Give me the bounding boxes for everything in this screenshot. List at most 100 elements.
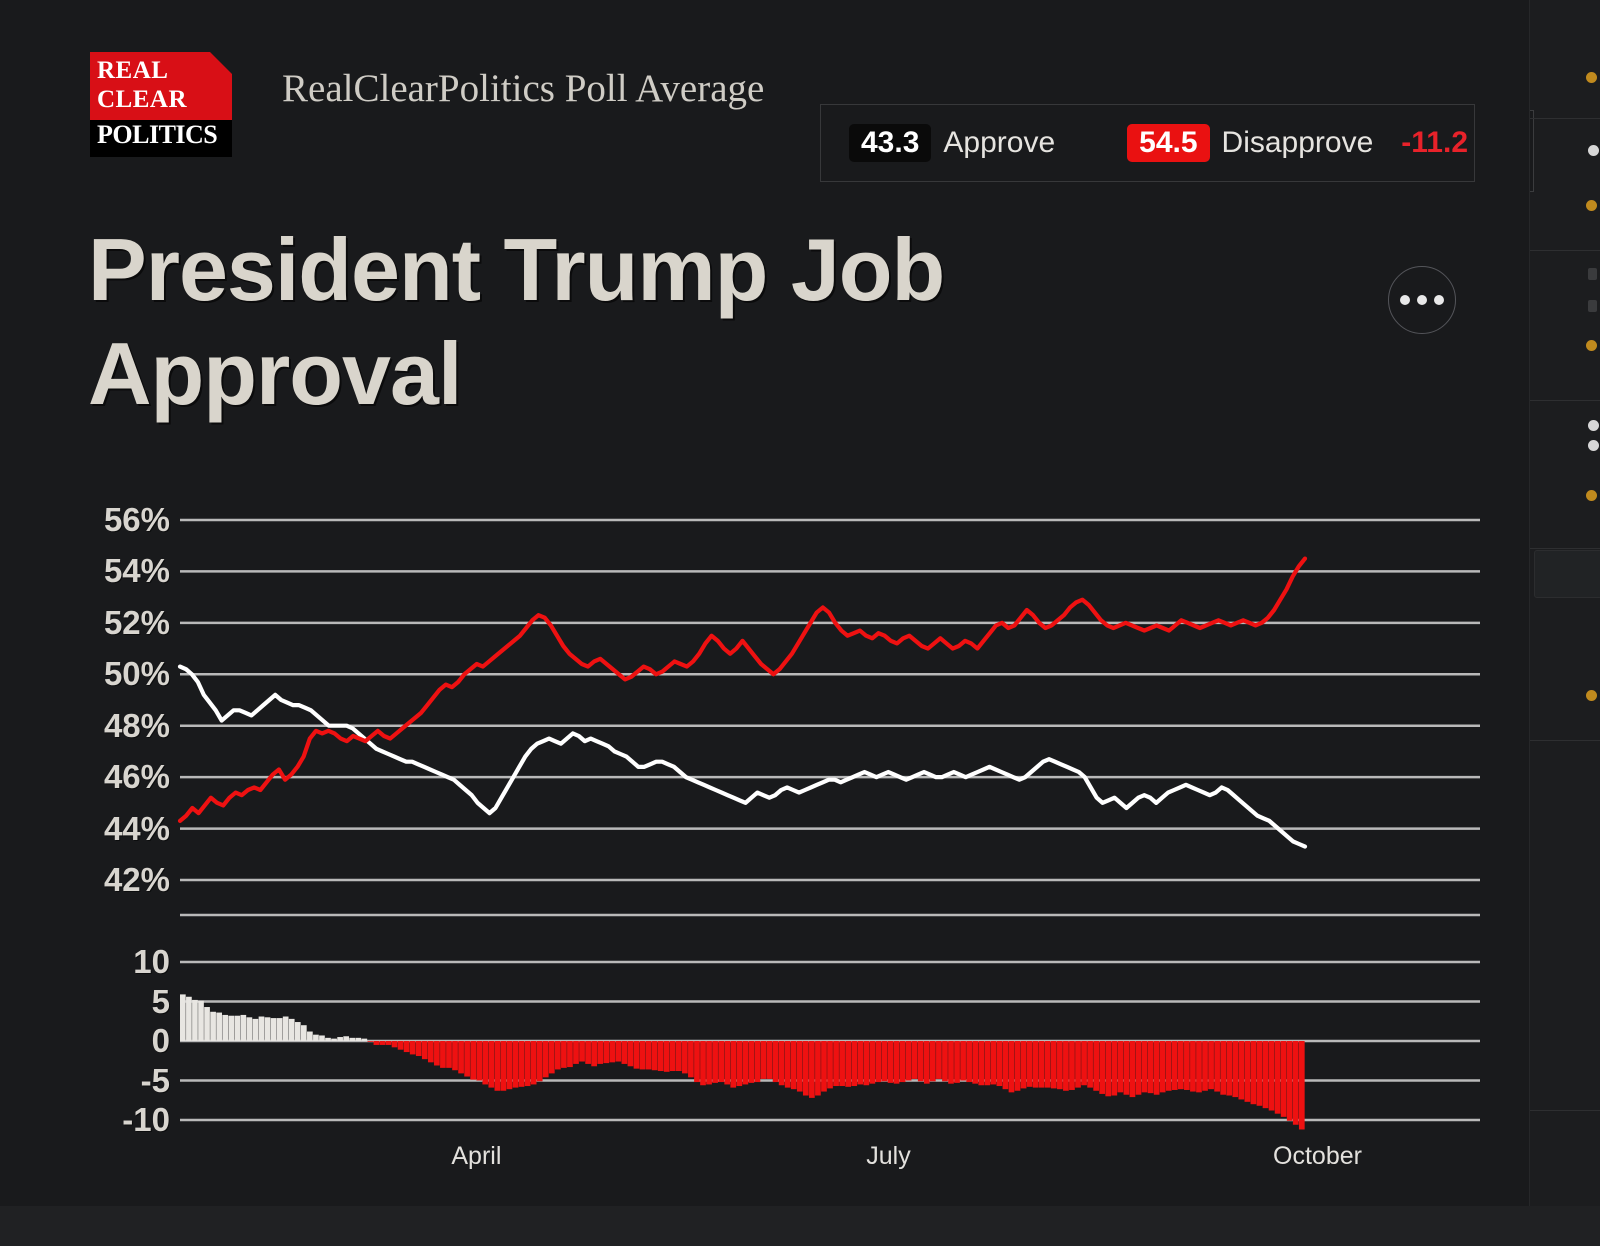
spread-bar (373, 1041, 380, 1045)
rail-avatar-dot[interactable] (1586, 340, 1597, 351)
spread-bar (1147, 1041, 1154, 1094)
spread-bar (1117, 1041, 1124, 1093)
spread-bar (718, 1041, 725, 1083)
spread-bar (730, 1041, 737, 1088)
spread-bar (688, 1041, 694, 1078)
spread-bar (700, 1041, 706, 1086)
y-tick-label-approval: 50% (103, 655, 170, 693)
spread-bar (936, 1041, 942, 1079)
spread-bar (1256, 1041, 1263, 1106)
spread-bar (694, 1041, 700, 1083)
realclearpolitics-logo: REAL CLEAR POLITICS (90, 52, 232, 157)
spread-bar (1250, 1041, 1257, 1105)
rail-divider (1530, 118, 1600, 119)
spread-bar (222, 1014, 229, 1041)
spread-bar (960, 1041, 966, 1081)
spread-bar (669, 1041, 676, 1072)
spread-bar (742, 1041, 749, 1085)
rail-avatar-dot[interactable] (1586, 200, 1597, 211)
rail-avatar-dot[interactable] (1586, 490, 1597, 501)
spread-bar (258, 1016, 265, 1041)
rail-divider (1530, 250, 1600, 251)
poll-summary-box: 43.3 Approve 54.5 Disapprove -11.2 (820, 104, 1475, 182)
more-options-button[interactable] (1388, 266, 1456, 334)
rail-chip-icon (1588, 268, 1597, 280)
spread-bar (1038, 1041, 1045, 1088)
brand-subtitle: RealClearPolitics Poll Average (282, 67, 765, 110)
rail-avatar-dot[interactable] (1588, 145, 1599, 156)
spread-bar (815, 1041, 821, 1096)
ellipsis-dot-icon (1434, 295, 1444, 305)
spread-bar (482, 1041, 489, 1085)
spread-bar (1202, 1041, 1208, 1091)
spread-bar (1002, 1041, 1009, 1090)
spread-bar (839, 1041, 845, 1087)
rail-avatar-dot[interactable] (1588, 420, 1599, 431)
spread-bar (984, 1041, 991, 1086)
spread-bar (1268, 1041, 1275, 1111)
spread-bar (349, 1037, 356, 1041)
spread-bar (869, 1041, 876, 1084)
spread-bar (343, 1036, 350, 1041)
spread-bar (954, 1041, 960, 1083)
spread-bar (1123, 1041, 1130, 1095)
spread-bar (313, 1034, 319, 1041)
spread-bar (609, 1041, 616, 1063)
spread-bar (337, 1037, 343, 1041)
spread-bar (512, 1041, 519, 1088)
spread-bar (452, 1041, 458, 1071)
spread-bar (216, 1012, 222, 1041)
spread-bar (367, 1041, 374, 1042)
spread-bar (180, 994, 186, 1041)
spread-bar (675, 1041, 682, 1072)
spread-bar (252, 1018, 259, 1041)
y-tick-label-spread: -10 (122, 1101, 170, 1138)
spread-bar (1032, 1041, 1039, 1088)
spread-bar (518, 1041, 525, 1087)
spread-bar (766, 1041, 773, 1079)
spread-bar (1014, 1041, 1021, 1091)
spread-bar (990, 1041, 997, 1085)
spread-bar (627, 1041, 634, 1067)
spread-bar (464, 1041, 470, 1077)
approve-value-badge: 43.3 (849, 124, 932, 162)
spread-bar (1184, 1041, 1190, 1090)
spread-bar (1008, 1041, 1015, 1093)
spread-bar (851, 1041, 858, 1087)
spread-bar (1171, 1041, 1178, 1090)
spread-bar (1262, 1041, 1269, 1109)
spread-bar (1111, 1041, 1118, 1096)
spread-bar (536, 1041, 543, 1082)
spread-bar (415, 1041, 422, 1057)
spread-bar (325, 1037, 331, 1041)
spread-bar (651, 1041, 658, 1071)
spread-bar (887, 1041, 894, 1083)
y-tick-label-approval: 56% (103, 501, 170, 538)
spread-bar (1044, 1041, 1051, 1088)
rail-avatar-dot[interactable] (1588, 440, 1599, 451)
spread-bar (893, 1041, 900, 1084)
spread-bar (488, 1041, 495, 1088)
spread-bar (307, 1031, 313, 1041)
spread-bar (434, 1041, 440, 1066)
spread-bar (391, 1041, 398, 1048)
spread-bar (978, 1041, 985, 1086)
rail-avatar-dot[interactable] (1586, 72, 1597, 83)
right-sidebar-panel[interactable] (1529, 0, 1600, 1246)
spread-bar (724, 1041, 731, 1085)
spread-bar (1214, 1041, 1220, 1092)
spread-bar (1050, 1041, 1057, 1089)
spread-bar (645, 1041, 652, 1070)
rail-preview-card[interactable] (1534, 550, 1600, 598)
x-tick-label: April (451, 1142, 502, 1170)
approval-trend-plot (177, 518, 1480, 1130)
spread-bar (361, 1038, 368, 1041)
spread-bar (760, 1041, 767, 1079)
spread-bar (633, 1041, 640, 1069)
spread-bar (1026, 1041, 1033, 1087)
spread-bar (1159, 1041, 1166, 1093)
rail-avatar-dot[interactable] (1586, 690, 1597, 701)
spread-bar (663, 1041, 670, 1072)
ellipsis-dot-icon (1417, 295, 1427, 305)
